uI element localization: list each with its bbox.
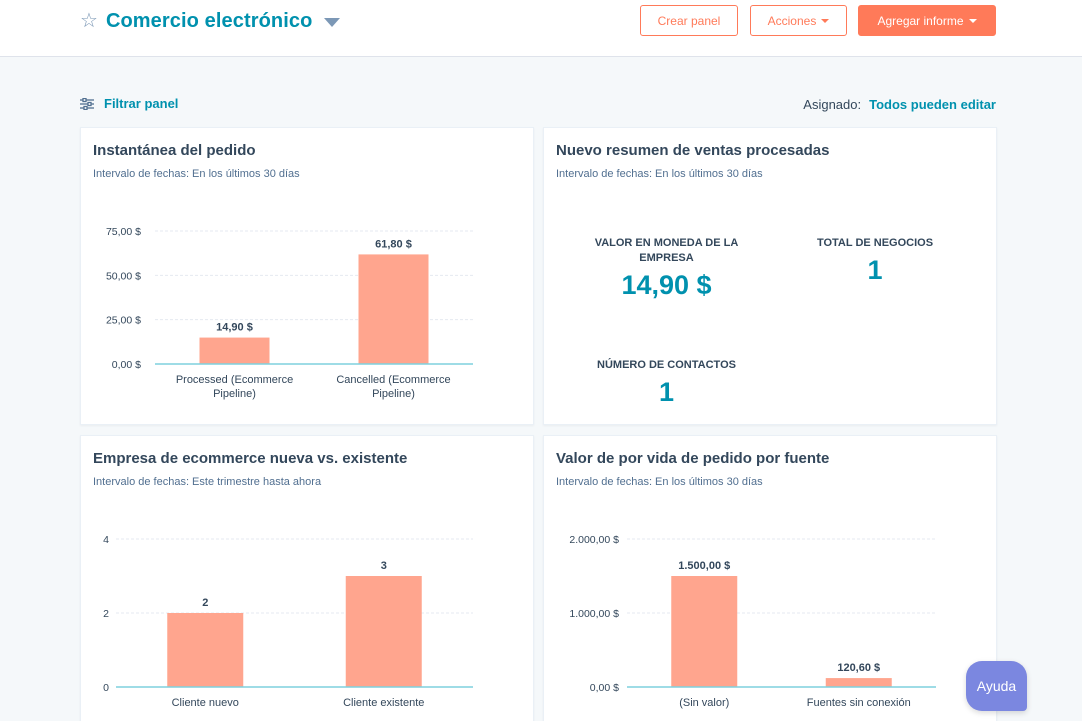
chevron-down-icon <box>968 18 977 23</box>
data-label: 120,60 $ <box>837 662 880 674</box>
x-tick-label: Pipeline) <box>213 388 256 400</box>
assigned-info: Asignado: Todos pueden editar <box>803 97 996 112</box>
report-title[interactable]: Empresa de ecommerce nueva vs. existente <box>93 450 408 467</box>
help-label: Ayuda <box>976 678 1017 694</box>
x-tick-label: Pipeline) <box>372 388 415 400</box>
kpi-value: 1 <box>658 377 675 407</box>
star-icon[interactable]: ☆ <box>80 10 98 32</box>
y-tick-label: 2.000,00 $ <box>569 534 619 546</box>
report-date-range: Intervalo de fechas: En los últimos 30 d… <box>556 168 763 180</box>
kpi-label: VALOR EN MONEDA DE LA EMPRESA <box>594 237 739 264</box>
kpi-label: TOTAL DE NEGOCIOS <box>816 237 934 249</box>
x-tick-label: Cliente nuevo <box>172 697 239 709</box>
kpi-value: 14,90 $ <box>621 270 712 300</box>
y-tick-label: 75,00 $ <box>106 226 141 238</box>
kpi-total-deals: TOTAL DE NEGOCIOS 1 <box>794 236 956 286</box>
x-tick-label: (Sin valor) <box>679 697 729 709</box>
bar <box>671 576 738 687</box>
chevron-down-icon <box>821 18 830 23</box>
x-tick-label: Cliente existente <box>343 697 424 709</box>
assigned-label: Asignado: <box>803 97 862 112</box>
report-date-range: Intervalo de fechas: En los últimos 30 d… <box>93 168 300 180</box>
dashboard-switcher-caret-icon[interactable] <box>324 18 341 27</box>
bar <box>167 613 244 687</box>
sliders-icon <box>80 97 94 110</box>
data-label: 61,80 $ <box>375 238 412 250</box>
report-title[interactable]: Nuevo resumen de ventas procesadas <box>556 142 830 159</box>
data-label: 3 <box>381 560 387 572</box>
add-report-button[interactable]: Agregar informe <box>858 5 996 36</box>
filter-dashboard-link[interactable]: Filtrar panel <box>80 96 178 111</box>
data-label: 14,90 $ <box>216 322 253 334</box>
data-label: 1.500,00 $ <box>678 560 730 572</box>
report-title[interactable]: Valor de por vida de pedido por fuente <box>556 450 830 467</box>
y-tick-label: 0 <box>103 682 109 694</box>
add-report-label: Agregar informe <box>877 13 964 28</box>
bar <box>345 576 422 687</box>
actions-button[interactable]: Acciones <box>750 5 847 36</box>
report-card-lifetime-value[interactable]: Valor de por vida de pedido por fuente I… <box>543 435 997 721</box>
actions-label: Acciones <box>767 13 817 28</box>
help-button[interactable]: Ayuda <box>966 661 1027 711</box>
bar-chart-lifetime-value: 0,00 $ 1.000,00 $ 2.000,00 $ 1.500,00 $ (Sin… <box>569 534 936 709</box>
y-tick-label: 4 <box>103 534 109 546</box>
x-tick-label: Processed (Ecommerce <box>176 374 293 386</box>
report-card-new-vs-existing[interactable]: Empresa de ecommerce nueva vs. existente… <box>80 435 534 721</box>
y-tick-label: 1.000,00 $ <box>569 608 619 620</box>
x-tick-label: Fuentes sin conexión <box>807 697 911 709</box>
assigned-value-link[interactable]: Todos pueden editar <box>869 97 996 112</box>
bar-chart-new-vs-existing: 0 2 4 2 Cliente nuevo 3 Cliente existente <box>103 534 473 709</box>
y-tick-label: 25,00 $ <box>106 315 141 327</box>
kpi-value: 1 <box>867 255 883 285</box>
y-tick-label: 2 <box>103 608 109 620</box>
y-tick-label: 0,00 $ <box>590 682 619 694</box>
kpi-contacts: NÚMERO DE CONTACTOS 1 <box>579 358 754 408</box>
dashboard-title-area: ☆ Comercio electrónico <box>80 6 341 36</box>
kpi-label: NÚMERO DE CONTACTOS <box>597 359 736 371</box>
y-tick-label: 50,00 $ <box>106 270 141 282</box>
bar <box>825 678 892 687</box>
report-title[interactable]: Instantánea del pedido <box>93 142 256 159</box>
data-label: 2 <box>202 597 208 609</box>
top-bar: ☆ Comercio electrónico Crear panel Accio… <box>0 0 1082 57</box>
report-date-range: Intervalo de fechas: Este trimestre hast… <box>93 476 322 488</box>
create-dashboard-button[interactable]: Crear panel <box>640 5 738 36</box>
bar-chart-order-snapshot: 0,00 $ 25,00 $ 50,00 $ 75,00 $ 14,90 $ Proces… <box>106 226 473 400</box>
report-card-sales-summary[interactable]: Nuevo resumen de ventas procesadas Inter… <box>543 127 997 425</box>
kpi-company-value: VALOR EN MONEDA DE LA EMPRESA 14,90 $ <box>579 236 754 301</box>
x-tick-label: Cancelled (Ecommerce <box>336 374 450 386</box>
bar <box>199 337 270 364</box>
report-card-order-snapshot[interactable]: Instantánea del pedido Intervalo de fech… <box>80 127 534 425</box>
report-date-range: Intervalo de fechas: En los últimos 30 d… <box>556 476 763 488</box>
bar <box>358 254 429 364</box>
y-tick-label: 0,00 $ <box>112 359 141 371</box>
dashboard-title[interactable]: Comercio electrónico <box>105 9 313 32</box>
filter-dashboard-label: Filtrar panel <box>104 96 179 111</box>
create-dashboard-label: Crear panel <box>657 13 721 28</box>
